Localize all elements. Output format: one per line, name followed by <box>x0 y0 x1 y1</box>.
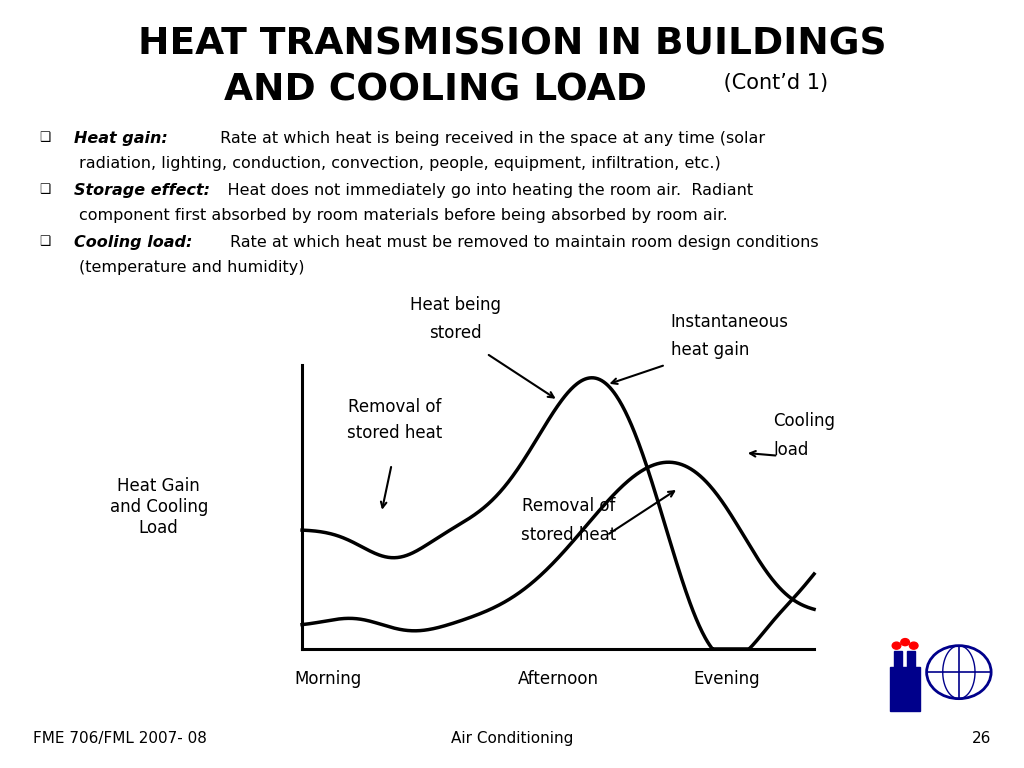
Bar <box>894 651 902 676</box>
Text: Cooling load:: Cooling load: <box>74 235 193 250</box>
Text: 26: 26 <box>972 731 991 746</box>
Text: Air Conditioning: Air Conditioning <box>451 731 573 746</box>
Text: Evening: Evening <box>693 670 761 688</box>
Text: Heat Gain
and Cooling
Load: Heat Gain and Cooling Load <box>110 477 208 537</box>
Text: stored: stored <box>429 324 482 342</box>
Text: Heat gain:: Heat gain: <box>74 131 168 146</box>
Text: HEAT TRANSMISSION IN BUILDINGS: HEAT TRANSMISSION IN BUILDINGS <box>137 27 887 63</box>
Text: Storage effect:: Storage effect: <box>74 183 210 198</box>
Text: load: load <box>773 441 809 458</box>
Circle shape <box>892 642 901 649</box>
Circle shape <box>909 642 918 649</box>
Text: radiation, lighting, conduction, convection, people, equipment, infiltration, et: radiation, lighting, conduction, convect… <box>79 156 721 171</box>
Text: Removal of: Removal of <box>347 398 441 416</box>
Bar <box>907 651 914 679</box>
Text: (Cont’d 1): (Cont’d 1) <box>717 73 828 93</box>
Text: Instantaneous: Instantaneous <box>671 313 788 331</box>
Text: Removal of: Removal of <box>521 498 615 515</box>
Text: stored heat: stored heat <box>346 423 442 442</box>
Text: Morning: Morning <box>294 670 361 688</box>
Text: FME 706/FML 2007- 08: FME 706/FML 2007- 08 <box>33 731 207 746</box>
Text: Afternoon: Afternoon <box>517 670 599 688</box>
Text: heat gain: heat gain <box>671 341 750 359</box>
Text: ❑: ❑ <box>39 235 50 248</box>
Text: Cooling: Cooling <box>773 412 836 430</box>
Text: component first absorbed by room materials before being absorbed by room air.: component first absorbed by room materia… <box>79 208 727 223</box>
Text: Rate at which heat must be removed to maintain room design conditions: Rate at which heat must be removed to ma… <box>189 235 819 250</box>
Text: Heat does not immediately go into heating the room air.  Radiant: Heat does not immediately go into heatin… <box>207 183 753 198</box>
Text: ❑: ❑ <box>39 131 50 144</box>
Text: stored heat: stored heat <box>520 526 616 544</box>
Text: (temperature and humidity): (temperature and humidity) <box>79 260 304 276</box>
Circle shape <box>901 639 909 646</box>
Bar <box>890 667 921 711</box>
Text: Rate at which heat is being received in the space at any time (solar: Rate at which heat is being received in … <box>174 131 765 146</box>
Text: Heat being: Heat being <box>411 296 501 313</box>
Text: ❑: ❑ <box>39 183 50 196</box>
Text: AND COOLING LOAD: AND COOLING LOAD <box>223 73 647 109</box>
